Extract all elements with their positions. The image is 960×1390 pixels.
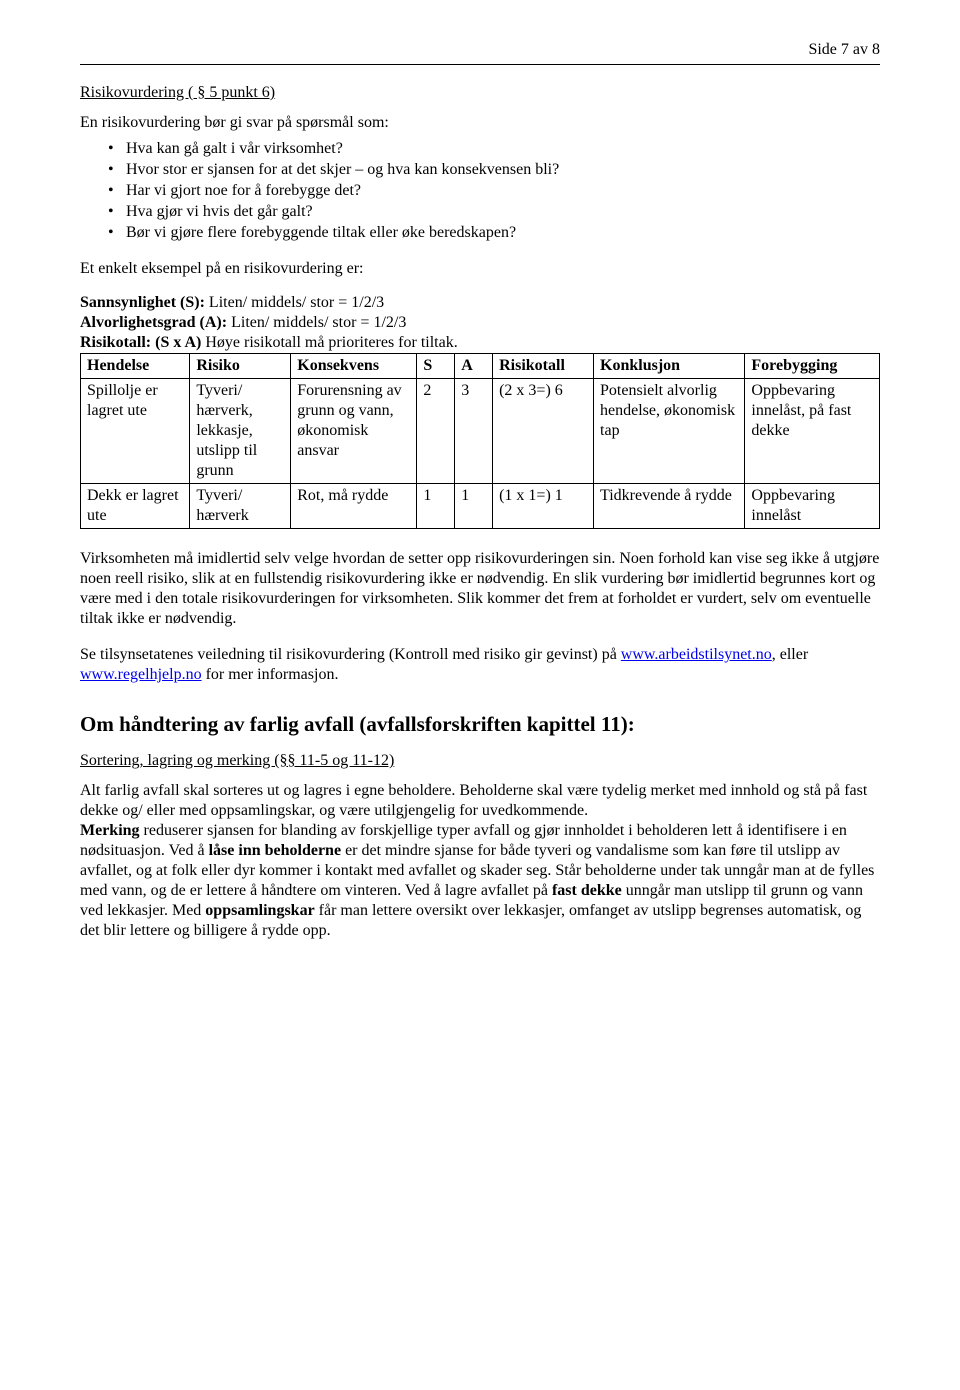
- th-risikotall: Risikotall: [493, 354, 594, 379]
- def-r-text: Høye risikotall må prioriteres for tilta…: [201, 334, 457, 351]
- cell-risiko: Tyveri/ hærverk, lekkasje, utslipp til g…: [190, 379, 291, 484]
- link-pre-text: Se tilsynsetatenes veiledning til risiko…: [80, 646, 621, 663]
- th-risiko: Risiko: [190, 354, 291, 379]
- bold-oppsamlingskar: oppsamlingskar: [205, 902, 314, 919]
- cell-forebygging: Oppbevaring innelåst: [745, 484, 880, 529]
- link-regelhjelp[interactable]: www.regelhjelp.no: [80, 666, 202, 683]
- cell-konsekvens: Rot, må rydde: [291, 484, 417, 529]
- link-arbeidstilsynet[interactable]: www.arbeidstilsynet.no: [621, 646, 772, 663]
- paragraph-sortering: Alt farlig avfall skal sorteres ut og la…: [80, 781, 880, 821]
- cell-s: 2: [417, 379, 455, 484]
- th-konsekvens: Konsekvens: [291, 354, 417, 379]
- th-hendelse: Hendelse: [81, 354, 190, 379]
- bold-lase-inn: låse inn beholderne: [209, 842, 341, 859]
- cell-hendelse: Dekk er lagret ute: [81, 484, 190, 529]
- cell-forebygging: Oppbevaring innelåst, på fast dekke: [745, 379, 880, 484]
- th-a: A: [455, 354, 493, 379]
- th-s: S: [417, 354, 455, 379]
- table-header-row: Hendelse Risiko Konsekvens S A Risikotal…: [81, 354, 880, 379]
- cell-s: 1: [417, 484, 455, 529]
- bullet-item: Hvor stor er sjansen for at det skjer – …: [108, 160, 880, 180]
- cell-a: 1: [455, 484, 493, 529]
- link-post-text: for mer informasjon.: [202, 666, 339, 683]
- def-s-text: Liten/ middels/ stor = 1/2/3: [205, 294, 384, 311]
- section-title-risikovurdering: Risikovurdering ( § 5 punkt 6): [80, 83, 880, 103]
- table-row: Dekk er lagret ute Tyveri/ hærverk Rot, …: [81, 484, 880, 529]
- bullet-item: Hva kan gå galt i vår virksomhet?: [108, 139, 880, 159]
- cell-konklusjon: Potensielt alvorlig hendelse, økonomisk …: [594, 379, 745, 484]
- def-r-label: Risikotall: (S x A): [80, 334, 201, 351]
- th-konklusjon: Konklusjon: [594, 354, 745, 379]
- cell-risikotall: (2 x 3=) 6: [493, 379, 594, 484]
- def-a-label: Alvorlighetsgrad (A):: [80, 314, 227, 331]
- horizontal-rule: [80, 64, 880, 65]
- cell-hendelse: Spillolje er lagret ute: [81, 379, 190, 484]
- bold-fast-dekke: fast dekke: [552, 882, 622, 899]
- cell-risiko: Tyveri/ hærverk: [190, 484, 291, 529]
- paragraph-merking: Merking reduserer sjansen for blanding a…: [80, 821, 880, 941]
- cell-risikotall: (1 x 1=) 1: [493, 484, 594, 529]
- table-row: Spillolje er lagret ute Tyveri/ hærverk,…: [81, 379, 880, 484]
- bold-merking: Merking: [80, 822, 140, 839]
- def-a-text: Liten/ middels/ stor = 1/2/3: [227, 314, 406, 331]
- cell-a: 3: [455, 379, 493, 484]
- bullet-item: Hva gjør vi hvis det går galt?: [108, 202, 880, 222]
- cell-konsekvens: Forurensning av grunn og vann, økonomisk…: [291, 379, 417, 484]
- page-number: Side 7 av 8: [80, 40, 880, 60]
- risk-table: Hendelse Risiko Konsekvens S A Risikotal…: [80, 353, 880, 529]
- subsection-sortering: Sortering, lagring og merking (§§ 11-5 o…: [80, 751, 880, 771]
- cell-konklusjon: Tidkrevende å rydde: [594, 484, 745, 529]
- body-text-block: Alt farlig avfall skal sorteres ut og la…: [80, 781, 880, 941]
- example-intro: Et enkelt eksempel på en risikovurdering…: [80, 259, 880, 279]
- bullet-item: Bør vi gjøre flere forebyggende tiltak e…: [108, 223, 880, 243]
- link-mid-text: , eller: [772, 646, 808, 663]
- paragraph-links: Se tilsynsetatenes veiledning til risiko…: [80, 645, 880, 685]
- bullet-list: Hva kan gå galt i vår virksomhet? Hvor s…: [80, 139, 880, 243]
- bullet-item: Har vi gjort noe for å forebygge det?: [108, 181, 880, 201]
- heading-farlig-avfall: Om håndtering av farlig avfall (avfallsf…: [80, 711, 880, 737]
- definitions-block: Sannsynlighet (S): Liten/ middels/ stor …: [80, 293, 880, 353]
- def-s-label: Sannsynlighet (S):: [80, 294, 205, 311]
- th-forebygging: Forebygging: [745, 354, 880, 379]
- paragraph-virksomheten: Virksomheten må imidlertid selv velge hv…: [80, 549, 880, 629]
- intro-text: En risikovurdering bør gi svar på spørsm…: [80, 113, 880, 133]
